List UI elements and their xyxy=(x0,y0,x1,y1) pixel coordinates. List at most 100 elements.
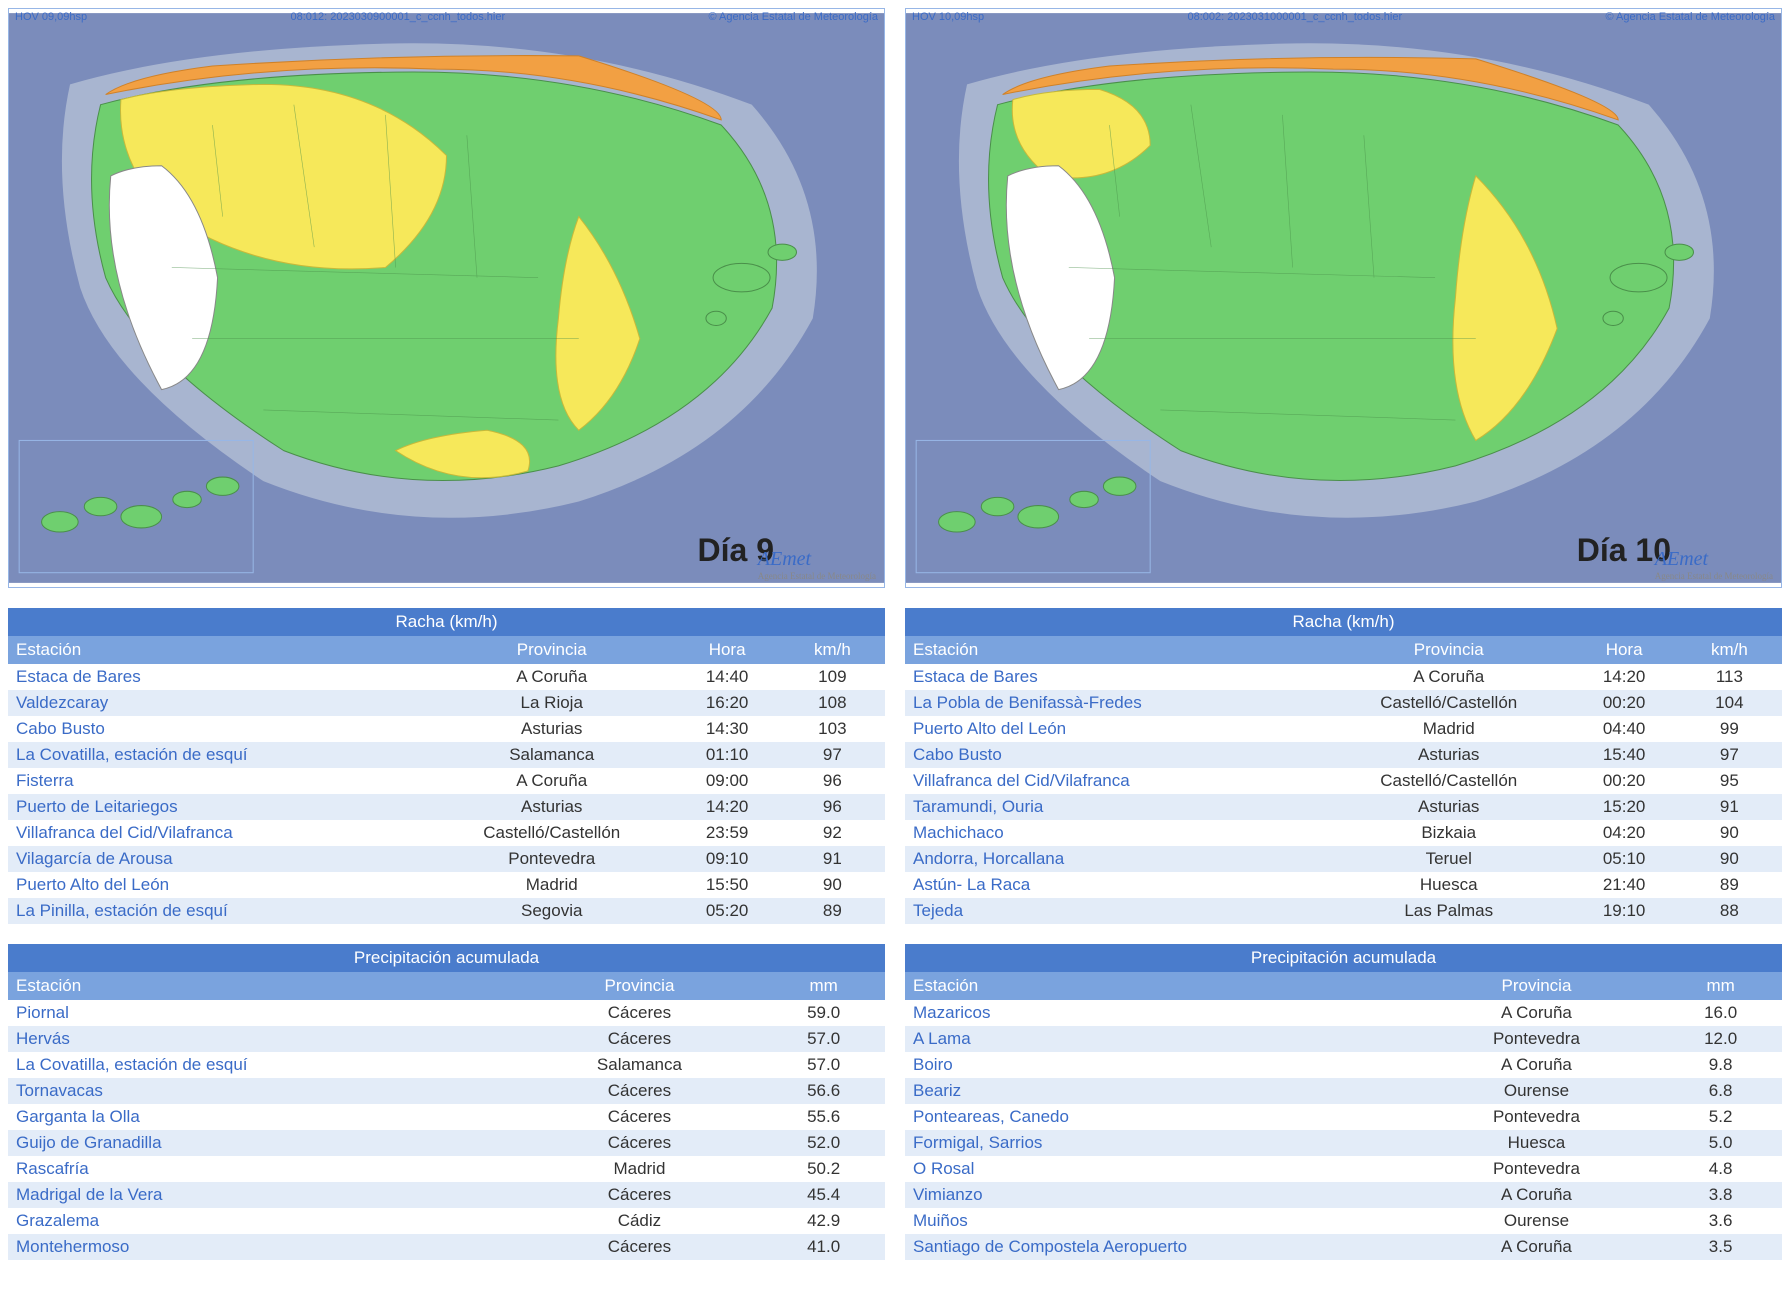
station-cell: Fisterra xyxy=(8,768,429,794)
data-cell: Castelló/Castellón xyxy=(1326,768,1572,794)
table-row: Puerto Alto del LeónMadrid15:5090 xyxy=(8,872,885,898)
station-cell: Mazaricos xyxy=(905,1000,1414,1026)
data-cell: Ourense xyxy=(1414,1208,1660,1234)
station-cell: Cabo Busto xyxy=(905,742,1326,768)
column-header: Estación xyxy=(905,636,1326,664)
data-cell: Teruel xyxy=(1326,846,1572,872)
data-cell: 5.2 xyxy=(1659,1104,1782,1130)
data-cell: 97 xyxy=(780,742,885,768)
data-cell: 57.0 xyxy=(762,1026,885,1052)
spain-map-day10 xyxy=(906,9,1781,587)
data-cell: Salamanca xyxy=(429,742,675,768)
map-card-day10: HOV 10,09hsp 08:002: 2023031000001_c_ccn… xyxy=(905,8,1782,588)
data-cell: 01:10 xyxy=(675,742,780,768)
data-cell: Segovia xyxy=(429,898,675,924)
column-header: Hora xyxy=(1572,636,1677,664)
data-cell: Huesca xyxy=(1326,872,1572,898)
data-cell: Cáceres xyxy=(517,1000,763,1026)
station-cell: Boiro xyxy=(905,1052,1414,1078)
data-cell: 21:40 xyxy=(1572,872,1677,898)
station-cell: Ponteareas, Canedo xyxy=(905,1104,1414,1130)
aemet-logo: AEmet Agencia Estatal de Meteorología xyxy=(1655,548,1773,581)
station-cell: Santiago de Compostela Aeropuerto xyxy=(905,1234,1414,1260)
data-table: Precipitación acumuladaEstaciónProvincia… xyxy=(8,944,885,1260)
data-cell: Pontevedra xyxy=(429,846,675,872)
table-row: Cabo BustoAsturias14:30103 xyxy=(8,716,885,742)
data-cell: 89 xyxy=(780,898,885,924)
data-cell: 15:20 xyxy=(1572,794,1677,820)
station-cell: Cabo Busto xyxy=(8,716,429,742)
data-cell: A Coruña xyxy=(1326,664,1572,690)
table-title: Precipitación acumulada xyxy=(8,944,885,972)
table-row: Ponteareas, CanedoPontevedra5.2 xyxy=(905,1104,1782,1130)
table-row: RascafríaMadrid50.2 xyxy=(8,1156,885,1182)
station-cell: Valdezcaray xyxy=(8,690,429,716)
data-cell: 90 xyxy=(1677,846,1782,872)
data-cell: 104 xyxy=(1677,690,1782,716)
station-cell: Tejeda xyxy=(905,898,1326,924)
data-cell: 12.0 xyxy=(1659,1026,1782,1052)
table-row: Estaca de BaresA Coruña14:40109 xyxy=(8,664,885,690)
table-row: MazaricosA Coruña16.0 xyxy=(905,1000,1782,1026)
data-cell: 14:30 xyxy=(675,716,780,742)
data-cell: 50.2 xyxy=(762,1156,885,1182)
station-cell: Astún- La Raca xyxy=(905,872,1326,898)
data-cell: Ourense xyxy=(1414,1078,1660,1104)
table-row: Santiago de Compostela AeropuertoA Coruñ… xyxy=(905,1234,1782,1260)
data-cell: Huesca xyxy=(1414,1130,1660,1156)
table-row: BearizOurense6.8 xyxy=(905,1078,1782,1104)
station-cell: Hervás xyxy=(8,1026,517,1052)
layout-grid: HOV 09,09hsp 08:012: 2023030900001_c_ccn… xyxy=(8,8,1782,1260)
column-header: Hora xyxy=(675,636,780,664)
station-cell: Muiños xyxy=(905,1208,1414,1234)
data-cell: Asturias xyxy=(429,794,675,820)
station-cell: Puerto de Leitariegos xyxy=(8,794,429,820)
data-cell: 00:20 xyxy=(1572,768,1677,794)
table-row: Cabo BustoAsturias15:4097 xyxy=(905,742,1782,768)
station-cell: La Pinilla, estación de esquí xyxy=(8,898,429,924)
column-header: Estación xyxy=(8,636,429,664)
station-cell: Tornavacas xyxy=(8,1078,517,1104)
data-cell: Cáceres xyxy=(517,1234,763,1260)
table-row: MachichacoBizkaia04:2090 xyxy=(905,820,1782,846)
table-row: HervásCáceres57.0 xyxy=(8,1026,885,1052)
data-cell: 9.8 xyxy=(1659,1052,1782,1078)
station-cell: La Covatilla, estación de esquí xyxy=(8,742,429,768)
data-cell: 97 xyxy=(1677,742,1782,768)
data-cell: 57.0 xyxy=(762,1052,885,1078)
data-cell: 90 xyxy=(780,872,885,898)
data-cell: 91 xyxy=(780,846,885,872)
station-cell: Grazalema xyxy=(8,1208,517,1234)
data-cell: 92 xyxy=(780,820,885,846)
data-cell: Cáceres xyxy=(517,1078,763,1104)
data-cell: 23:59 xyxy=(675,820,780,846)
column-header: Provincia xyxy=(1414,972,1660,1000)
station-cell: Vilagarcía de Arousa xyxy=(8,846,429,872)
data-cell: 109 xyxy=(780,664,885,690)
data-cell: Cáceres xyxy=(517,1130,763,1156)
table-row: Villafranca del Cid/VilafrancaCastelló/C… xyxy=(905,768,1782,794)
data-cell: 88 xyxy=(1677,898,1782,924)
map-timestamp: HOV 10,09hsp xyxy=(912,11,984,25)
data-cell: 15:40 xyxy=(1572,742,1677,768)
station-cell: Rascafría xyxy=(8,1156,517,1182)
data-cell: 16.0 xyxy=(1659,1000,1782,1026)
column-header: mm xyxy=(762,972,885,1000)
table-row: Vilagarcía de ArousaPontevedra09:1091 xyxy=(8,846,885,872)
data-table: Precipitación acumuladaEstaciónProvincia… xyxy=(905,944,1782,1260)
data-cell: 89 xyxy=(1677,872,1782,898)
table-row: Astún- La RacaHuesca21:4089 xyxy=(905,872,1782,898)
station-cell: Beariz xyxy=(905,1078,1414,1104)
station-cell: Garganta la Olla xyxy=(8,1104,517,1130)
table-row: PiornalCáceres59.0 xyxy=(8,1000,885,1026)
data-cell: Pontevedra xyxy=(1414,1156,1660,1182)
data-cell: Las Palmas xyxy=(1326,898,1572,924)
station-cell: Puerto Alto del León xyxy=(8,872,429,898)
data-cell: 15:50 xyxy=(675,872,780,898)
data-cell: 90 xyxy=(1677,820,1782,846)
station-cell: A Lama xyxy=(905,1026,1414,1052)
station-cell: Piornal xyxy=(8,1000,517,1026)
data-cell: 6.8 xyxy=(1659,1078,1782,1104)
data-cell: A Coruña xyxy=(1414,1234,1660,1260)
data-cell: 3.8 xyxy=(1659,1182,1782,1208)
